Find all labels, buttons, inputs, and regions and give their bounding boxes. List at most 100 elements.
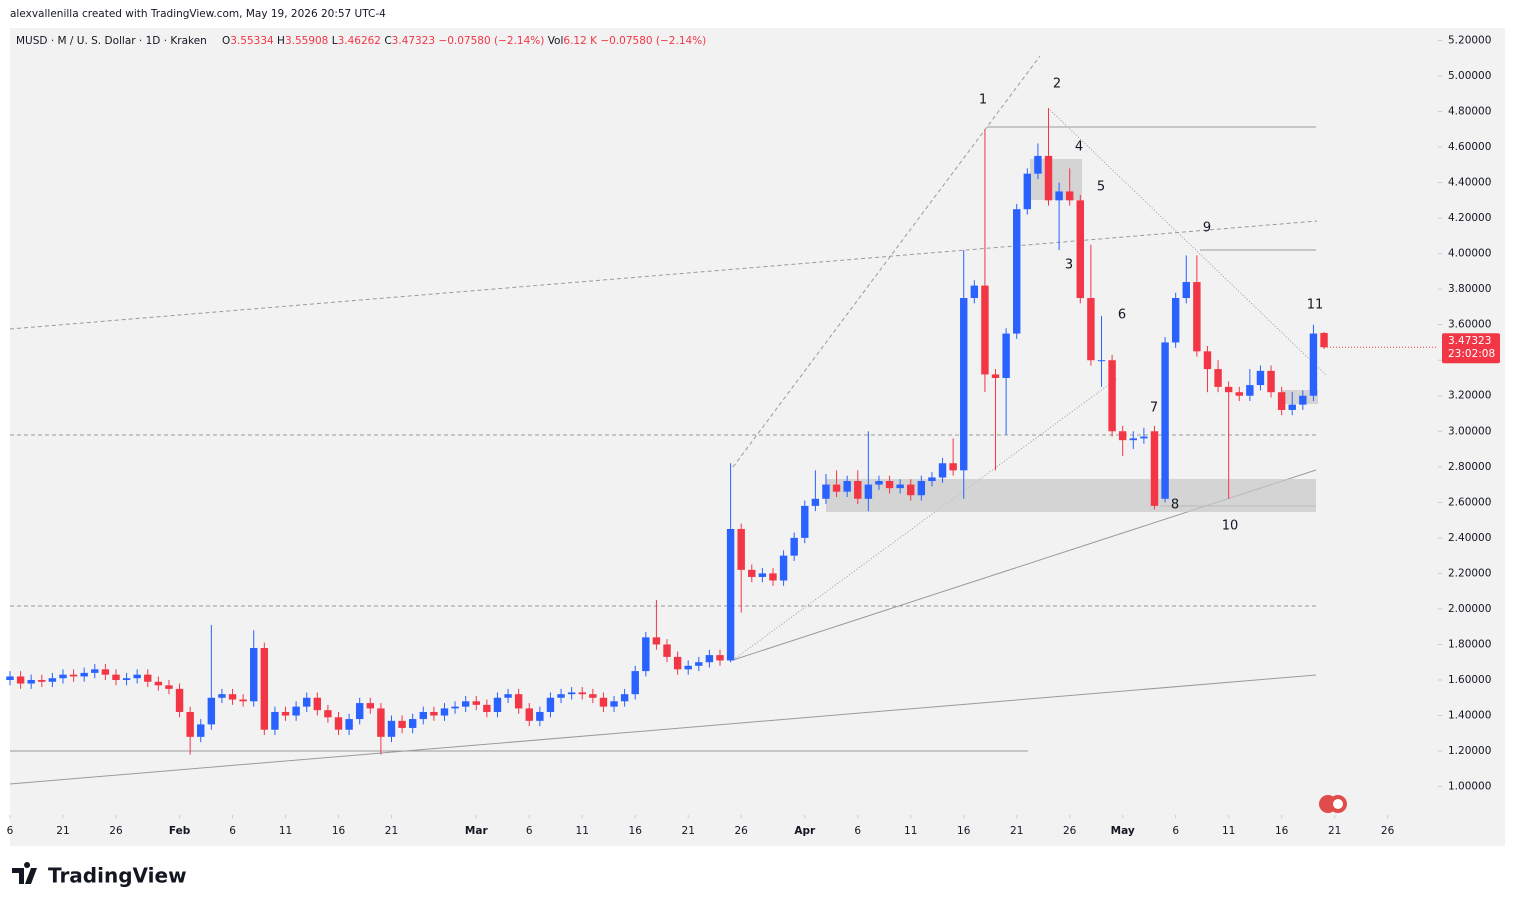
candle-body — [122, 678, 131, 680]
candle-body — [949, 463, 957, 471]
y-tick-label: 4.60000 — [1448, 141, 1491, 153]
candle-body — [1256, 370, 1265, 386]
y-tick-label: 3.00000 — [1448, 425, 1491, 437]
candle-body — [461, 701, 470, 707]
candle-body — [557, 694, 565, 698]
candle-body — [896, 484, 904, 489]
candle-body — [790, 537, 798, 556]
candle-body — [27, 679, 35, 684]
candle-body — [832, 484, 841, 492]
candle-body — [1023, 173, 1032, 210]
candle-body — [197, 724, 205, 737]
candle-body — [1044, 155, 1053, 201]
y-tick-label: 1.40000 — [1448, 710, 1491, 722]
candle-body — [324, 710, 332, 718]
ohlc-value: 3.55334 — [230, 35, 274, 47]
candle-body — [271, 711, 279, 730]
candle-body — [472, 701, 480, 705]
candle-body — [631, 671, 639, 695]
volume-change: −0.07580 (−2.14%) — [600, 35, 706, 47]
y-tick-label: 4.80000 — [1448, 105, 1491, 117]
candle-body — [1161, 342, 1169, 499]
candle-body — [885, 481, 894, 489]
candle-body — [334, 717, 343, 730]
candle-body — [960, 298, 968, 471]
candle-body — [684, 665, 692, 670]
candle-body — [1246, 385, 1254, 396]
x-tick-label: 16 — [957, 825, 971, 837]
candle-body — [186, 711, 194, 737]
candle-body — [907, 484, 915, 496]
candle-body — [1076, 200, 1085, 299]
candle-body — [1097, 360, 1106, 362]
candle-body — [779, 555, 788, 581]
candle-body — [207, 697, 216, 725]
x-tick-label: 16 — [629, 825, 643, 837]
x-tick-label: 21 — [385, 825, 398, 837]
candle-body — [705, 655, 714, 663]
candle-body — [112, 674, 120, 680]
x-tick-label: 11 — [904, 825, 917, 837]
candle-body — [1235, 392, 1243, 396]
y-tick-label: 2.80000 — [1448, 461, 1491, 473]
y-tick-label: 1.60000 — [1448, 674, 1491, 686]
ohlc-value: 3.55908 — [285, 35, 328, 47]
x-tick-label: 26 — [1381, 825, 1395, 837]
candle-body — [1013, 209, 1021, 334]
y-tick-label: 3.60000 — [1448, 319, 1491, 331]
candle-body — [811, 498, 820, 506]
y-tick-label: 5.20000 — [1448, 34, 1491, 46]
candle-body — [504, 694, 512, 698]
candle-body — [408, 719, 417, 728]
candle-body — [769, 573, 777, 581]
candle-body — [1002, 333, 1010, 378]
candle-body — [1087, 298, 1095, 361]
trend-line — [732, 55, 1041, 468]
candle-body — [451, 706, 459, 709]
ohlc-legend: O3.55334 H3.55908 L3.46262 C3.47323 −0.0… — [222, 35, 706, 47]
candle-body — [1320, 332, 1328, 348]
ohlc-letter: L — [332, 35, 338, 47]
candle-body — [1118, 431, 1127, 441]
candle-body — [419, 711, 427, 720]
ohlc-value: 3.46262 — [338, 35, 381, 47]
candle-body — [1108, 360, 1116, 432]
x-tick-label: Mar — [465, 825, 489, 837]
y-tick-label: 2.20000 — [1448, 567, 1491, 579]
wave-label: 11 — [1307, 298, 1324, 313]
candle-body — [218, 694, 226, 698]
candle-body — [525, 708, 533, 721]
volume: 6.12 K — [563, 35, 598, 47]
y-tick-label: 5.00000 — [1448, 70, 1491, 82]
x-tick-label: Feb — [169, 825, 191, 837]
candle-body — [822, 484, 830, 499]
candle-body — [80, 672, 88, 677]
candle-body — [716, 655, 724, 661]
candle-body — [758, 573, 767, 577]
candle-body — [355, 703, 364, 720]
candle-body — [377, 708, 385, 737]
candle-body — [493, 697, 502, 712]
candle-body — [546, 697, 555, 712]
brand: TradingView — [48, 864, 187, 888]
candle-body — [981, 285, 989, 375]
trend-line — [1049, 109, 1327, 376]
ohlc-letter: O — [222, 35, 230, 47]
flag-icon — [1319, 795, 1347, 813]
candle-body — [578, 692, 586, 695]
candle-body — [483, 704, 491, 712]
wave-label: 9 — [1203, 221, 1211, 236]
candle-body — [599, 697, 608, 707]
candle-body — [938, 463, 947, 478]
x-tick-label: 21 — [56, 825, 69, 837]
candle-body — [303, 697, 311, 707]
tv-logo: TradingView — [12, 862, 187, 888]
candle-body — [1224, 386, 1233, 393]
candle-body — [133, 674, 141, 679]
candle-body — [695, 662, 703, 666]
candle-body — [239, 699, 247, 702]
candle-body — [1065, 191, 1074, 201]
price-tag — [1442, 333, 1500, 364]
candle-body — [928, 477, 936, 482]
